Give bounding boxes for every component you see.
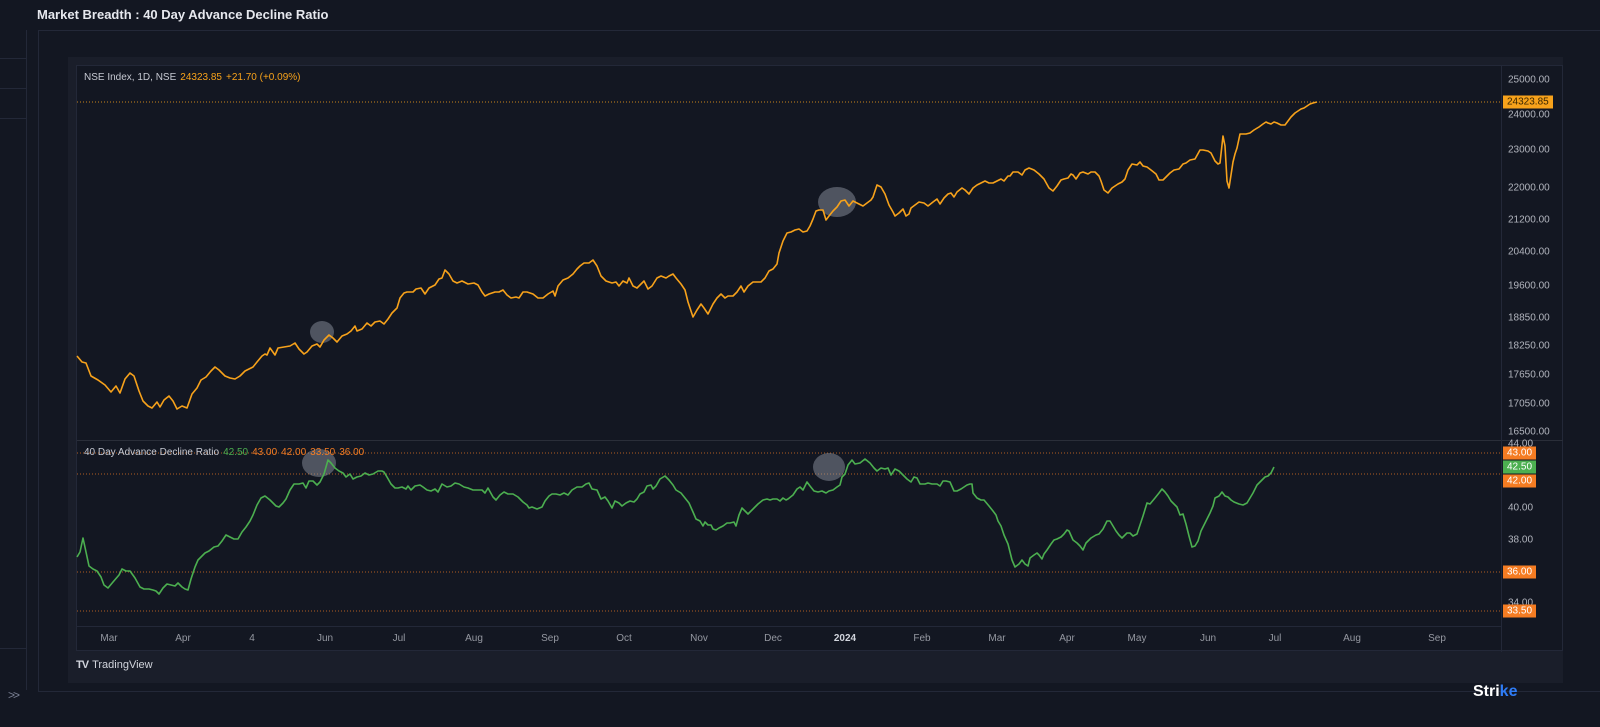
- price-tick: 24000.00: [1508, 109, 1550, 121]
- time-tick: Jul: [1268, 633, 1282, 644]
- indicator-legend[interactable]: 40 Day Advance Decline Ratio 42.50 43.00 42…: [84, 447, 364, 458]
- time-tick: Apr: [175, 633, 191, 644]
- strike-brand-logo: Strike: [1473, 683, 1517, 701]
- divider: [0, 88, 27, 89]
- level-badge: 43.00: [1503, 446, 1537, 460]
- last-price: 24323.85: [180, 72, 222, 83]
- last-price-badge: 24323.85: [1503, 95, 1553, 109]
- brand-accent: ke: [1499, 683, 1518, 700]
- page-title: Market Breadth : 40 Day Advance Decline …: [37, 7, 329, 22]
- time-axis[interactable]: Mar Apr 4 Jun Jul Aug Sep Oct Nov Dec 20…: [77, 626, 1501, 651]
- chart-frame: NSE Index, 1D, NSE 24323.85 +21.70 (+0.09%…: [76, 65, 1563, 652]
- divider: [0, 648, 27, 649]
- level-value: 33.50: [310, 447, 336, 458]
- price-line: [76, 101, 1318, 410]
- divider: [0, 58, 27, 59]
- price-tick: 25000.00: [1508, 74, 1550, 86]
- price-tick: 18250.00: [1508, 340, 1550, 352]
- highlight-marker: [302, 449, 336, 477]
- highlight-marker: [818, 187, 856, 217]
- level-badge: 33.50: [1503, 604, 1537, 618]
- highlight-marker: [813, 453, 845, 481]
- price-tick: 17650.00: [1508, 369, 1550, 381]
- left-sidebar: >>: [0, 30, 27, 702]
- price-tick: 18850.00: [1508, 312, 1550, 324]
- tradingview-attribution[interactable]: TV TradingView: [76, 655, 153, 675]
- level-value: 43.00: [252, 447, 278, 458]
- time-tick: Feb: [913, 633, 931, 644]
- expand-sidebar-icon[interactable]: >>: [8, 688, 20, 702]
- time-tick: Apr: [1059, 633, 1075, 644]
- time-tick: Aug: [465, 633, 483, 644]
- tradingview-widget: NSE Index, 1D, NSE 24323.85 +21.70 (+0.09%…: [68, 57, 1563, 683]
- time-tick: Oct: [616, 633, 632, 644]
- indicator-value: 42.50: [223, 447, 249, 458]
- price-tick: 23000.00: [1508, 144, 1550, 156]
- symbol-label: NSE Index, 1D, NSE: [84, 72, 177, 83]
- time-tick: May: [1127, 633, 1147, 644]
- price-tick: 20400.00: [1508, 246, 1550, 258]
- plot-area[interactable]: NSE Index, 1D, NSE 24323.85 +21.70 (+0.09%…: [76, 66, 1501, 626]
- tradingview-logo-icon: TV: [76, 659, 89, 671]
- tradingview-logo-text: TradingView: [92, 659, 153, 671]
- indicator-name: 40 Day Advance Decline Ratio: [84, 447, 220, 458]
- chart-svg: [76, 101, 1501, 612]
- price-tick: 19600.00: [1508, 280, 1550, 292]
- indicator-line: [76, 458, 1275, 595]
- brand-prefix: Stri: [1473, 683, 1500, 700]
- time-tick: Jun: [316, 633, 334, 644]
- level-badge: 42.00: [1503, 474, 1537, 488]
- time-tick-year: 2024: [833, 633, 857, 644]
- time-tick: 4: [249, 633, 255, 644]
- time-tick: Nov: [690, 633, 708, 644]
- time-tick: Sep: [541, 633, 559, 644]
- time-tick: Aug: [1343, 633, 1361, 644]
- price-tick: 21200.00: [1508, 214, 1550, 226]
- divider: [0, 118, 27, 119]
- indicator-value-badge: 42.50: [1503, 460, 1537, 474]
- price-tick: 17050.00: [1508, 398, 1550, 410]
- time-tick: Mar: [988, 633, 1006, 644]
- indicator-tick: 40.00: [1508, 502, 1534, 514]
- price-change: +21.70 (+0.09%): [225, 72, 301, 83]
- price-legend[interactable]: NSE Index, 1D, NSE 24323.85 +21.70 (+0.09%…: [84, 72, 300, 83]
- time-tick: Jul: [392, 633, 406, 644]
- time-tick: Sep: [1428, 633, 1446, 644]
- level-value: 36.00: [339, 447, 365, 458]
- price-scale[interactable]: 25000.00 24000.00 23000.00 22000.00 2120…: [1501, 66, 1563, 652]
- indicator-tick: 38.00: [1508, 534, 1534, 546]
- highlight-marker: [310, 321, 334, 343]
- pane-separator[interactable]: [77, 440, 1563, 441]
- indicator-tick: 44.00: [1508, 438, 1534, 450]
- price-tick: 22000.00: [1508, 182, 1550, 194]
- time-tick: Mar: [100, 633, 118, 644]
- indicator-tick: 34.00: [1508, 597, 1534, 609]
- price-tick: 16500.00: [1508, 426, 1550, 438]
- time-tick: Jun: [1199, 633, 1217, 644]
- time-tick: Dec: [764, 633, 782, 644]
- level-value: 42.00: [281, 447, 307, 458]
- level-badge: 36.00: [1503, 565, 1537, 579]
